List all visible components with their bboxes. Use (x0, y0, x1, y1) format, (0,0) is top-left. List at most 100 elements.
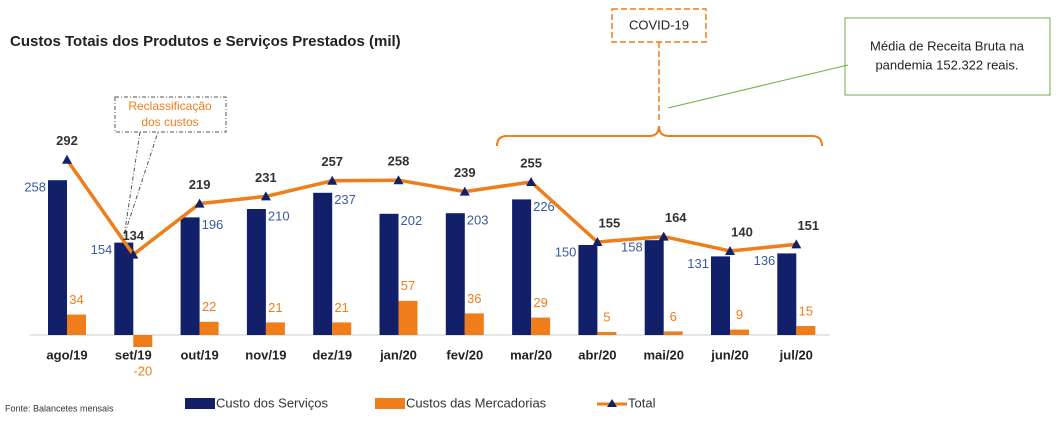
x-tick-label: mar/20 (510, 347, 552, 362)
data-label: 164 (665, 210, 687, 225)
total-marker (128, 249, 139, 259)
annotation: Média de Receita Bruta na (870, 38, 1025, 53)
data-label: 150 (555, 244, 577, 259)
legend-swatch (185, 398, 215, 409)
data-label: 21 (268, 300, 282, 315)
data-label: 140 (731, 224, 753, 239)
bar (796, 326, 816, 335)
x-tick-label: jul/20 (779, 347, 813, 362)
annotation: dos custos (141, 115, 198, 129)
covid-bracket (496, 125, 823, 147)
annotation: pandemia 152.322 reais. (875, 57, 1018, 72)
bar (578, 245, 598, 335)
data-label: 9 (736, 307, 743, 322)
bar (730, 329, 749, 335)
source: Fonte: Balancetes mensais (5, 403, 114, 413)
data-label: 202 (401, 213, 423, 228)
bar (332, 322, 352, 335)
data-label: 134 (122, 228, 144, 243)
receita-box (844, 17, 1051, 96)
bar (114, 242, 134, 335)
bar (246, 209, 266, 335)
total-marker (62, 154, 72, 164)
data-label: 154 (91, 242, 113, 257)
total-marker (592, 237, 603, 246)
bar (445, 213, 465, 335)
data-label: 257 (321, 154, 343, 169)
total-marker (725, 246, 735, 255)
data-label: 36 (467, 291, 481, 306)
annotation: COVID-19 (629, 17, 689, 32)
callout-box (114, 96, 227, 133)
chart-title: Custos Totais dos Produtos e Serviços Pr… (10, 33, 401, 50)
x-tick-label: dez/19 (312, 347, 352, 362)
x-tick-label: set/19 (115, 347, 152, 362)
data-label: 239 (454, 165, 476, 180)
total-marker (393, 175, 404, 185)
bar (133, 335, 153, 347)
total-marker (791, 239, 802, 249)
bar (313, 192, 333, 335)
bar (67, 314, 86, 335)
bar (597, 332, 617, 335)
x-tick-label: ago/19 (46, 347, 87, 362)
data-label: 258 (388, 154, 410, 169)
x-tick-label: jun/20 (710, 347, 749, 362)
data-label: 196 (202, 217, 224, 232)
bar (711, 256, 730, 335)
total-marker (459, 186, 470, 196)
data-label: 151 (797, 218, 819, 233)
bar (265, 322, 285, 335)
x-tick-label: nov/19 (245, 347, 286, 362)
data-label: 34 (69, 292, 83, 307)
data-label: 237 (334, 192, 356, 207)
callout-pointer (123, 131, 159, 237)
legend-swatch (375, 398, 405, 409)
data-label: 5 (603, 309, 610, 324)
x-tick-label: abr/20 (578, 347, 616, 362)
legend-label: Total (628, 395, 656, 410)
total-marker (260, 191, 271, 201)
bar (531, 317, 551, 335)
data-label: 131 (687, 256, 709, 271)
data-label: 6 (670, 309, 677, 324)
total-marker (194, 198, 205, 208)
bar (777, 253, 797, 335)
bar (464, 313, 484, 335)
bar (48, 180, 67, 335)
data-label: 231 (255, 170, 277, 185)
data-label: 158 (621, 240, 643, 255)
data-label: 15 (799, 303, 813, 318)
data-label: 219 (189, 177, 211, 192)
legend-marker (607, 399, 617, 407)
x-tick-label: mai/20 (643, 347, 683, 362)
data-label: 292 (56, 133, 78, 148)
data-label: -20 (133, 363, 152, 378)
data-label: 57 (401, 278, 415, 293)
data-label: 29 (533, 295, 547, 310)
bar (180, 217, 200, 335)
x-tick-label: jan/20 (379, 347, 417, 362)
x-tick-label: fev/20 (446, 347, 483, 362)
data-label: 203 (467, 213, 489, 228)
bar (398, 300, 418, 335)
x-tick-label: out/19 (180, 347, 218, 362)
legend-label: Custo dos Serviços (216, 395, 328, 410)
data-label: 22 (202, 299, 216, 314)
data-label: 255 (520, 155, 542, 170)
data-label: 136 (754, 253, 776, 268)
data-label: 21 (334, 300, 348, 315)
data-label: 258 (24, 180, 46, 195)
annotation: Reclassificação (128, 99, 212, 113)
bar (644, 240, 664, 335)
total-marker (526, 177, 537, 186)
bar (199, 321, 219, 335)
receita-pointer (667, 64, 849, 109)
bar (379, 213, 399, 335)
data-label: 226 (533, 199, 555, 214)
data-label: 155 (599, 215, 621, 230)
total-line (65, 158, 797, 258)
data-label: 210 (268, 208, 290, 223)
total-marker (327, 175, 338, 185)
total-marker (658, 231, 669, 241)
